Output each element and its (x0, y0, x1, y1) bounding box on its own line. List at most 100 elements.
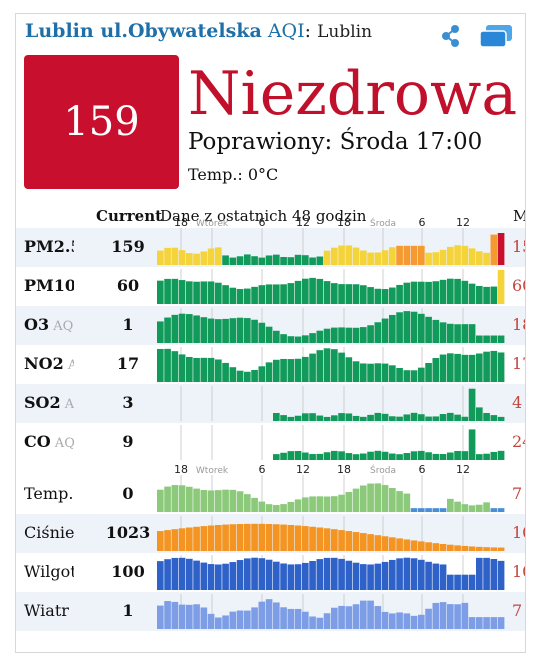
history-bar (447, 498, 454, 512)
history-bar (157, 280, 164, 304)
history-bar (396, 558, 403, 590)
history-bar (222, 489, 229, 512)
history-bar (287, 608, 295, 629)
time-axis-label: 12 (456, 463, 470, 476)
history-chart[interactable]: 18 Wtorek 6 12 18 Środa 6 12 (157, 216, 505, 267)
history-bar (439, 279, 447, 304)
history-bar (236, 289, 244, 304)
history-bar (367, 363, 374, 382)
history-bar (222, 285, 229, 304)
history-bar (476, 335, 483, 343)
history-bar (157, 531, 164, 551)
time-axis-label: 12 (296, 216, 310, 229)
history-bar (229, 287, 237, 304)
history-bar (229, 489, 237, 512)
history-bar (454, 450, 461, 460)
history-bar (468, 546, 476, 551)
history-chart[interactable] (157, 516, 505, 553)
history-chart[interactable] (157, 386, 505, 423)
history-bar (418, 508, 425, 512)
history-bar (273, 561, 280, 590)
history-bar (476, 251, 483, 265)
history-bar (345, 453, 353, 460)
history-chart[interactable]: 18 Wtorek 6 12 18 Środa 6 12 (157, 463, 505, 514)
history-bar (229, 257, 237, 265)
history-bar (171, 247, 179, 265)
row-name: O3 AQI (24, 315, 74, 334)
history-bar (432, 508, 440, 512)
history-bar (309, 277, 316, 304)
history-bar (439, 508, 447, 512)
history-bar (258, 601, 266, 629)
row-max-value: 24 (512, 432, 525, 451)
history-bar (273, 359, 280, 382)
history-bar (273, 412, 280, 421)
history-bar (389, 247, 396, 265)
history-bar (439, 249, 447, 265)
history-bar (497, 617, 505, 629)
history-bar (309, 526, 316, 551)
history-bar (294, 415, 302, 421)
history-bar (222, 524, 229, 551)
history-bar (331, 450, 338, 460)
history-bar (396, 491, 403, 512)
history-bar (164, 530, 171, 551)
history-bar (360, 285, 367, 304)
time-axis-label: 12 (296, 463, 310, 476)
history-bar (157, 348, 164, 382)
history-bar (476, 504, 483, 512)
history-bar (490, 451, 498, 460)
history-bar (164, 348, 171, 382)
history-chart[interactable] (157, 308, 505, 345)
history-bar (360, 564, 367, 590)
history-bar (432, 563, 440, 590)
history-bar (193, 357, 200, 382)
time-axis-label: 18 (337, 216, 351, 229)
history-bar (280, 284, 287, 304)
history-bar (316, 527, 324, 551)
station-link[interactable]: Lublin ul.Obywatelska (25, 20, 262, 42)
row-label: CO (24, 432, 51, 451)
history-bar (207, 564, 215, 590)
history-bar (236, 491, 244, 512)
history-bar (396, 245, 403, 265)
share-icon[interactable] (440, 23, 462, 49)
history-bar (316, 256, 324, 265)
history-bar (258, 523, 266, 551)
history-bar (432, 281, 440, 304)
history-chart[interactable] (157, 594, 505, 631)
history-bar (331, 529, 338, 551)
history-bar (367, 252, 374, 265)
history-bar (461, 504, 469, 512)
history-bar (302, 562, 309, 590)
history-bar (425, 316, 432, 343)
history-bar (215, 282, 222, 304)
time-axis-label: 6 (259, 463, 266, 476)
history-chart[interactable] (157, 555, 505, 592)
history-chart[interactable] (157, 347, 505, 384)
history-bar (497, 560, 505, 590)
history-bar (200, 490, 208, 512)
history-chart[interactable] (157, 269, 505, 306)
history-bar (178, 354, 186, 382)
history-bar (273, 505, 280, 512)
history-bar (418, 541, 425, 551)
history-bar (425, 608, 432, 629)
history-bar (468, 248, 476, 265)
windows-icon[interactable] (478, 23, 514, 49)
time-axis-label: Wtorek (196, 219, 229, 229)
history-bar (396, 312, 403, 343)
history-bar (265, 326, 273, 343)
row-max-value: 1023 (512, 523, 525, 542)
history-bar (215, 564, 222, 590)
history-bar (309, 257, 316, 265)
history-bar (229, 611, 237, 629)
history-bar (193, 253, 200, 265)
updated-time: Poprawiony: Środa 17:00 (188, 129, 483, 155)
history-chart[interactable] (157, 425, 505, 462)
history-bar (490, 350, 498, 382)
history-bar (229, 562, 237, 590)
history-bar (396, 612, 403, 629)
history-bar (178, 485, 186, 512)
row-current-value: 1 (122, 315, 134, 334)
